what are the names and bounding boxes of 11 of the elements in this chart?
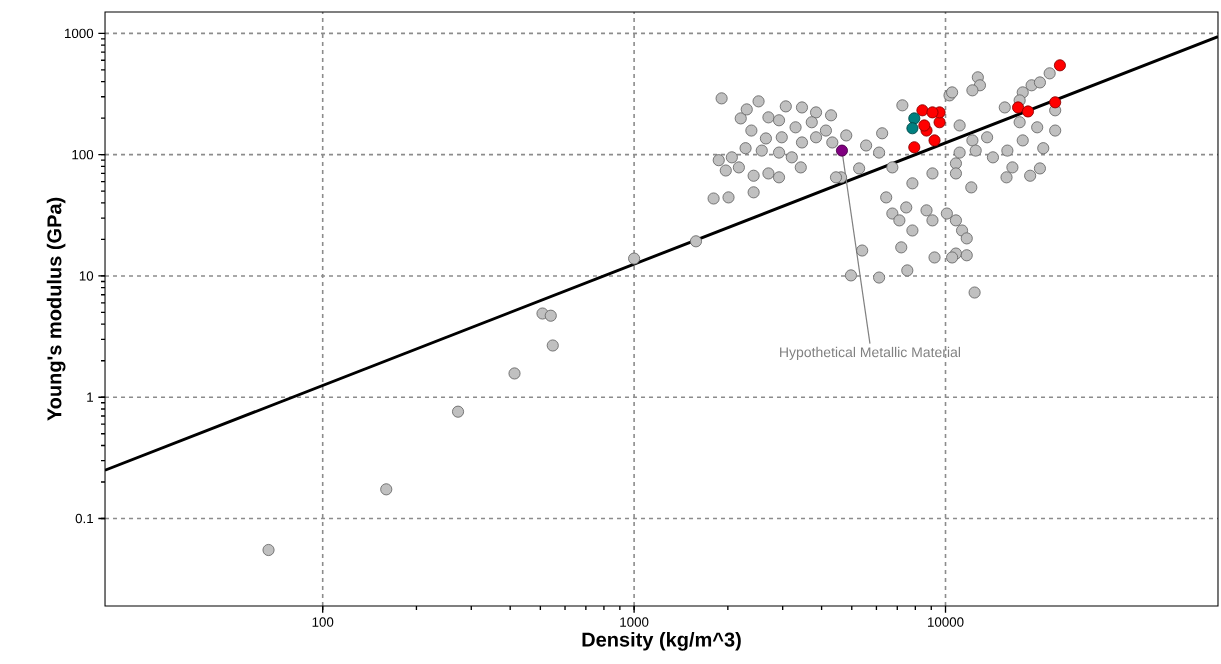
y-tick-label: 1000	[65, 28, 94, 39]
x-tick-label: 1000	[620, 617, 649, 627]
annotation: Hypothetical Metallic Material	[780, 346, 961, 360]
x-axis-title: Density (kg/m^3)	[582, 631, 741, 651]
y-tick-label: 100	[72, 149, 94, 160]
y-tick-label: 1	[87, 392, 93, 402]
y-axis-title: Young's modulus (GPa)	[46, 197, 66, 421]
y-tick-label: 10	[79, 271, 94, 281]
y-tick-label: 0.1	[75, 513, 93, 524]
x-tick-label: 10000	[928, 617, 964, 627]
x-tick-label: 100	[312, 617, 334, 627]
